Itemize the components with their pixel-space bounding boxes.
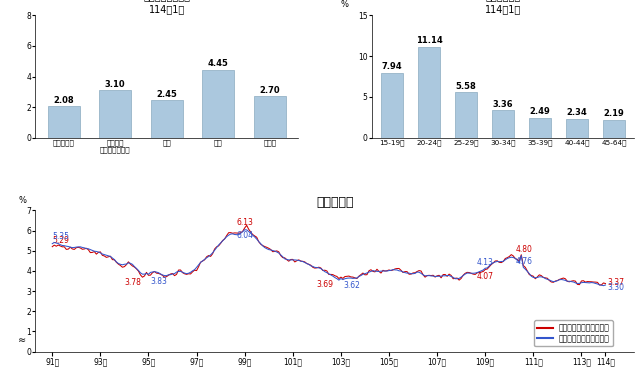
Text: 6.04: 6.04 [236,231,253,240]
Text: 5.29: 5.29 [52,236,69,245]
Text: 4.80: 4.80 [515,245,532,254]
Text: 2.19: 2.19 [603,109,625,119]
Bar [417,47,440,138]
Text: 2.34: 2.34 [567,108,587,117]
Text: 4.76: 4.76 [515,257,532,266]
Text: 3.36: 3.36 [493,100,513,109]
Bar [381,73,404,138]
Text: 6.13: 6.13 [236,218,253,227]
Title: 失　業　率: 失 業 率 [316,196,354,209]
Text: 5.58: 5.58 [455,82,477,91]
Text: 7.94: 7.94 [382,62,402,71]
Bar [99,90,131,138]
Text: 3.10: 3.10 [105,80,126,89]
Text: 2.08: 2.08 [53,96,74,105]
Text: %: % [18,196,26,205]
Text: 3.37: 3.37 [608,278,625,287]
Bar [151,100,183,138]
Text: 2.45: 2.45 [156,90,177,99]
Text: 4.13: 4.13 [477,258,494,267]
Legend: 失業率（未經季節調整）, 失業率（經季節調整後）: 失業率（未經季節調整）, 失業率（經季節調整後） [534,320,612,346]
Text: 2.49: 2.49 [529,107,551,116]
Text: ≈: ≈ [18,335,26,345]
Text: 3.83: 3.83 [151,277,167,287]
Bar [565,119,589,138]
Text: %: % [340,0,348,9]
Bar [455,92,477,138]
Bar [48,106,80,138]
Text: 3.78: 3.78 [124,278,141,287]
Bar [254,97,286,138]
Bar [603,120,625,138]
Text: 3.69: 3.69 [317,280,334,289]
Text: 11.14: 11.14 [415,36,442,45]
Text: 5.35: 5.35 [52,232,70,241]
Title: 教育程度別失業率
114年1月: 教育程度別失業率 114年1月 [143,0,190,14]
Text: 3.30: 3.30 [608,282,625,291]
Text: 4.45: 4.45 [208,59,229,68]
Text: 3.62: 3.62 [343,281,360,290]
Text: 2.70: 2.70 [260,86,280,95]
Text: 4.07: 4.07 [477,272,494,282]
Bar [491,111,515,138]
Bar [529,117,551,138]
Title: 年齡別失業率
114年1月: 年齡別失業率 114年1月 [485,0,521,14]
Bar [202,70,234,138]
